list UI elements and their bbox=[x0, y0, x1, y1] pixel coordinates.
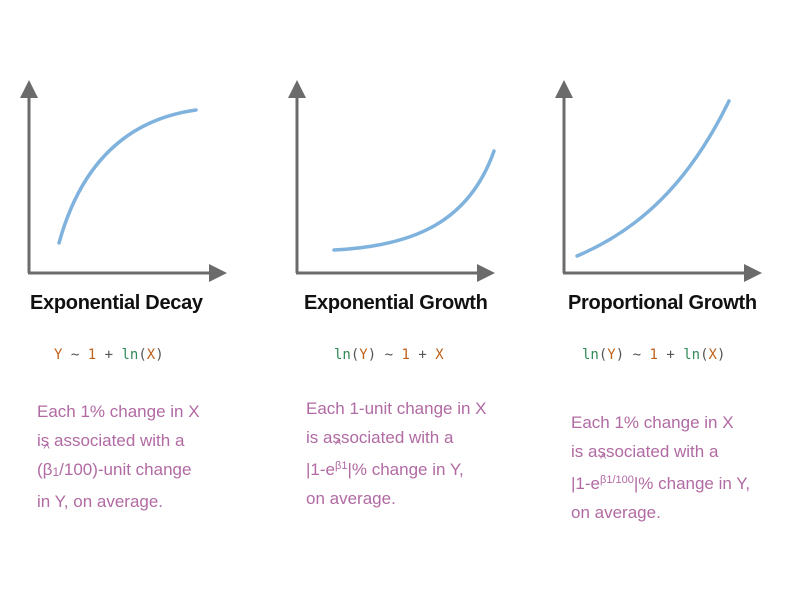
panel-exponential-decay: Exponential Decay Y ~ 1 + ln(X) Each 1% … bbox=[0, 0, 264, 612]
proportional-curve bbox=[575, 99, 731, 258]
graph-proportional-growth bbox=[555, 80, 762, 282]
decay-curve bbox=[57, 108, 198, 245]
interpretation-text: Each 1-unit change in X is associated wi… bbox=[306, 394, 487, 513]
model-formula: Y ~ 1 + ln(X) bbox=[54, 347, 164, 363]
y-axis-arrow bbox=[20, 80, 38, 98]
panel-title: Exponential Decay bbox=[30, 292, 203, 314]
panel-title: Proportional Growth bbox=[568, 292, 757, 314]
model-formula: ln(Y) ~ 1 + ln(X) bbox=[582, 347, 726, 363]
x-axis-arrow bbox=[209, 264, 227, 282]
graph-exponential-decay bbox=[20, 80, 227, 282]
interpretation-text: Each 1% change in X is associated with a… bbox=[37, 397, 200, 516]
interpretation-text: Each 1% change in X is associated with a… bbox=[571, 408, 750, 527]
graph-exponential-growth bbox=[288, 80, 496, 282]
y-axis-arrow bbox=[555, 80, 573, 98]
x-axis-arrow bbox=[744, 264, 762, 282]
y-axis-arrow bbox=[288, 80, 306, 98]
model-formula: ln(Y) ~ 1 + X bbox=[334, 347, 444, 363]
panel-proportional-growth: Proportional Growth ln(Y) ~ 1 + ln(X) Ea… bbox=[528, 0, 792, 612]
panel-title: Exponential Growth bbox=[304, 292, 488, 314]
growth-curve bbox=[332, 149, 496, 252]
panel-exponential-growth: Exponential Growth ln(Y) ~ 1 + X Each 1-… bbox=[264, 0, 528, 612]
x-axis-arrow bbox=[477, 264, 495, 282]
